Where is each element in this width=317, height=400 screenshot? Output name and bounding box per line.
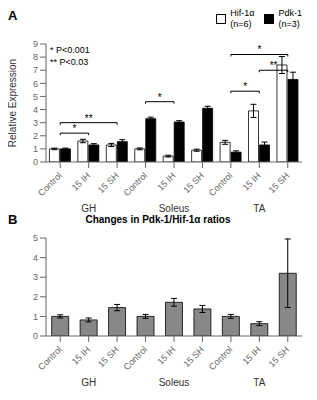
svg-text:15 SH: 15 SH [267, 170, 292, 195]
svg-text:Control: Control [207, 170, 235, 198]
html-text:Hif-1α (n=6): Hif-1α (n=6) [230, 8, 255, 29]
svg-text:4: 4 [33, 253, 38, 263]
html-text:B: B [8, 212, 18, 227]
svg-text:*: * [72, 123, 76, 134]
svg-text:*: * [257, 44, 261, 55]
svg-text:9: 9 [33, 39, 38, 49]
svg-text:7: 7 [33, 65, 38, 75]
svg-text:Soleus: Soleus [159, 203, 190, 212]
html-text:* P<0.001 ** P<0.03: * P<0.001 ** P<0.03 [50, 45, 90, 67]
svg-text:GH: GH [81, 377, 96, 386]
svg-text:*: * [243, 81, 247, 92]
svg-text:Control: Control [36, 170, 64, 198]
svg-text:Relative Expression: Relative Expression [8, 59, 18, 147]
html-text:Changes in Pdk-1/Hif-1α ratios: Changes in Pdk-1/Hif-1α ratios [85, 214, 231, 225]
svg-text:Control: Control [36, 344, 64, 372]
svg-text:TA: TA [253, 377, 265, 386]
svg-text:**: ** [270, 60, 278, 71]
svg-text:2: 2 [33, 292, 38, 302]
svg-text:15 IH: 15 IH [155, 170, 177, 192]
svg-text:3: 3 [33, 272, 38, 282]
svg-text:15 IH: 15 IH [70, 170, 92, 192]
svg-text:3: 3 [33, 118, 38, 128]
svg-text:1: 1 [33, 312, 38, 322]
svg-text:0: 0 [33, 157, 38, 167]
html-text:Pdk-1 (n=3): Pdk-1 (n=3) [278, 8, 302, 29]
html-text:A: A [8, 8, 18, 23]
svg-text:Control: Control [122, 170, 150, 198]
svg-text:8: 8 [33, 52, 38, 62]
svg-text:15 IH: 15 IH [70, 344, 92, 366]
svg-text:5: 5 [33, 92, 38, 102]
svg-text:4: 4 [33, 105, 38, 115]
svg-text:15 SH: 15 SH [181, 170, 206, 195]
svg-text:Soleus: Soleus [159, 377, 190, 386]
svg-text:5: 5 [33, 233, 38, 243]
svg-text:15 SH: 15 SH [96, 344, 121, 369]
svg-text:TA: TA [253, 203, 265, 212]
svg-text:15 SH: 15 SH [267, 344, 292, 369]
svg-text:2: 2 [33, 131, 38, 141]
svg-text:15 IH: 15 IH [241, 344, 263, 366]
svg-text:0: 0 [33, 331, 38, 341]
svg-text:Control: Control [207, 344, 235, 372]
svg-text:15 IH: 15 IH [155, 344, 177, 366]
svg-text:15 IH: 15 IH [241, 170, 263, 192]
svg-text:1: 1 [33, 144, 38, 154]
svg-text:GH: GH [81, 203, 96, 212]
svg-text:*: * [158, 92, 162, 103]
svg-text:Control: Control [122, 344, 150, 372]
svg-text:15 SH: 15 SH [181, 344, 206, 369]
svg-text:6: 6 [33, 79, 38, 89]
svg-text:15 SH: 15 SH [96, 170, 121, 195]
svg-text:**: ** [85, 113, 93, 124]
